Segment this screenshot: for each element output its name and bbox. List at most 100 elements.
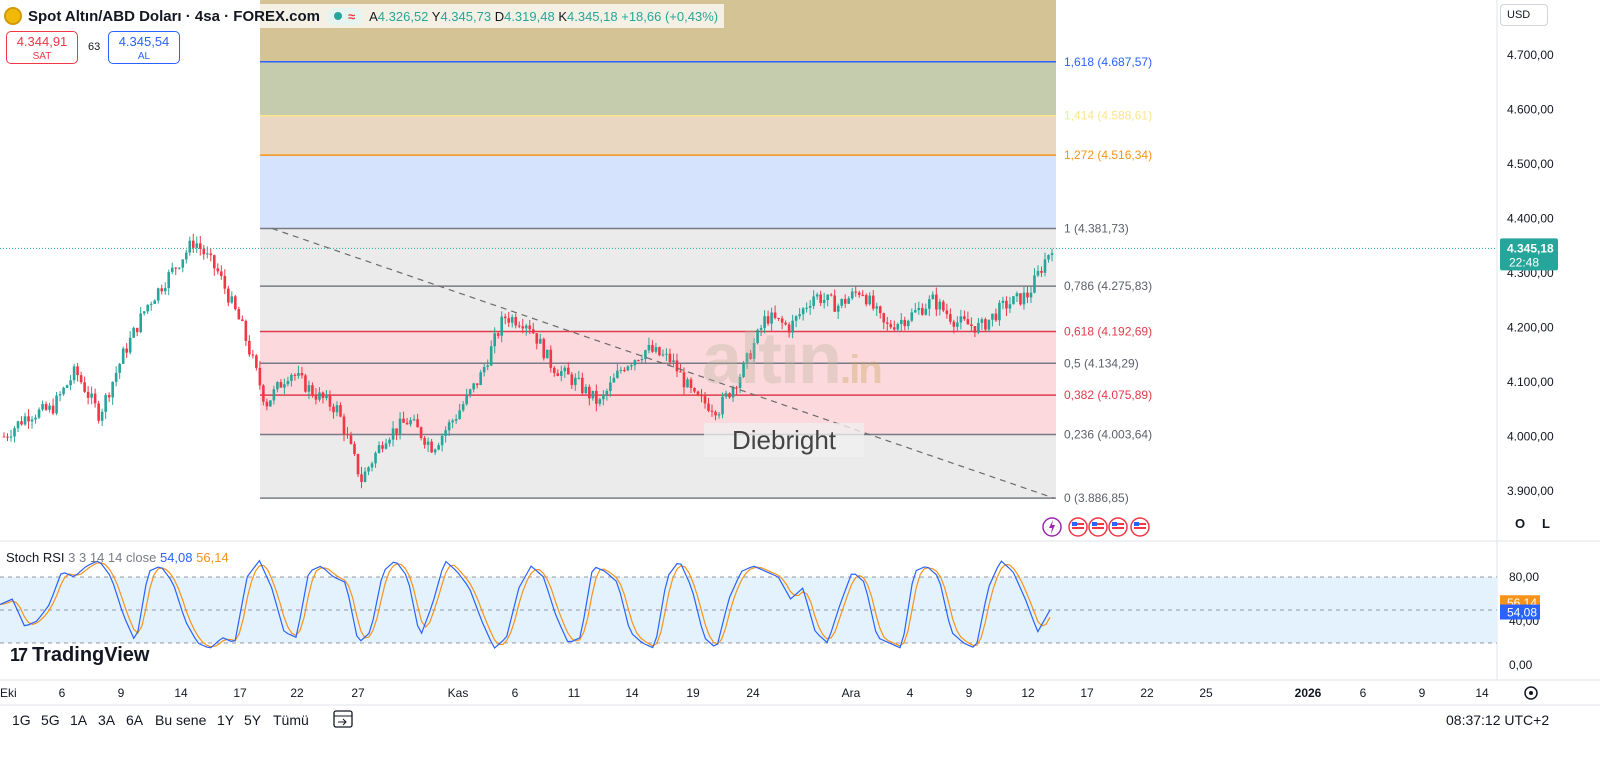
range-button[interactable]: 1Y xyxy=(217,712,235,728)
candle-body xyxy=(752,343,756,359)
symbol-title[interactable]: Spot Altın/ABD Doları · 4sa · FOREX.com xyxy=(28,7,320,25)
candle-body xyxy=(83,382,86,392)
sell-button[interactable]: 4.344,91 SAT xyxy=(6,31,78,64)
time-tick-label: 14 xyxy=(174,686,188,700)
price-tick-label: 4.600,00 xyxy=(1507,103,1554,117)
candle-body xyxy=(763,316,766,329)
candle-body xyxy=(149,303,153,305)
candle-body xyxy=(419,427,423,438)
candle-body xyxy=(682,372,686,388)
candle-body xyxy=(363,471,367,483)
market-status-pill[interactable]: ≈ xyxy=(325,7,364,25)
candle-body xyxy=(251,354,255,356)
stoch-k-badge-label: 54,08 xyxy=(1507,606,1537,620)
candle-body xyxy=(402,418,405,423)
utc-clock[interactable]: 08:37:12 UTC+2 xyxy=(1446,712,1550,728)
candle-body xyxy=(97,403,100,421)
candle-body xyxy=(405,422,409,425)
candle-body xyxy=(290,374,293,381)
candle-body xyxy=(41,403,44,410)
candle-body xyxy=(906,320,910,327)
candle-body xyxy=(612,377,616,383)
candle-body xyxy=(468,389,472,395)
candle-body xyxy=(297,373,300,376)
range-button[interactable]: 5G xyxy=(41,712,60,728)
candle-body xyxy=(391,428,395,440)
flag-canton xyxy=(1112,522,1117,526)
candle-body xyxy=(595,390,598,404)
candle-body xyxy=(528,325,532,330)
candle-body xyxy=(903,319,907,327)
range-button[interactable]: Bu sene xyxy=(155,712,207,728)
buy-button[interactable]: 4.345,54 AL xyxy=(108,31,180,64)
candle-body xyxy=(963,316,966,320)
candle-body xyxy=(1047,255,1050,260)
candle-body xyxy=(524,325,528,329)
date-range-calendar-icon[interactable] xyxy=(333,710,353,728)
time-tick-label: 6 xyxy=(59,686,66,700)
range-button[interactable]: 5Y xyxy=(244,712,262,728)
wave-icon: ≈ xyxy=(347,8,356,24)
range-button[interactable]: 3A xyxy=(98,712,116,728)
candle-body xyxy=(819,294,822,303)
candle-body xyxy=(367,467,370,472)
dashed-trendline xyxy=(271,227,1055,499)
candle-body xyxy=(209,253,213,256)
range-button[interactable]: 1G xyxy=(12,712,31,728)
candle-body xyxy=(325,394,328,398)
flag-stripe xyxy=(1072,523,1084,525)
candle-body xyxy=(928,299,931,309)
candle-body xyxy=(1043,259,1047,273)
candle-body xyxy=(959,316,963,323)
candle-body xyxy=(167,272,171,289)
range-button[interactable]: 1A xyxy=(70,712,88,728)
candle-body xyxy=(552,367,556,374)
candle-body xyxy=(79,375,83,383)
candle-body xyxy=(738,376,742,388)
candle-body xyxy=(829,294,833,296)
candle-body xyxy=(230,296,234,303)
candle-body xyxy=(349,435,353,444)
candle-body xyxy=(917,307,921,311)
candle-body xyxy=(486,365,489,367)
candle-body xyxy=(128,337,132,353)
candle-body xyxy=(896,324,900,330)
candle-body xyxy=(910,312,914,321)
candle-body xyxy=(20,421,23,425)
candle-body xyxy=(356,454,360,475)
currency-select[interactable]: USD xyxy=(1500,4,1548,26)
candle-body xyxy=(724,393,728,397)
scale-l-button[interactable]: L xyxy=(1542,516,1550,531)
candle-body xyxy=(335,405,339,413)
candle-body xyxy=(588,386,591,399)
candle-body xyxy=(991,313,994,320)
stoch-k-line xyxy=(0,559,1051,650)
candle-body xyxy=(857,292,861,295)
candle-body xyxy=(710,410,714,412)
event-icons xyxy=(1042,517,1150,537)
time-axis-settings-icon xyxy=(1524,686,1538,700)
candle-body xyxy=(458,410,461,419)
candle-body xyxy=(731,387,735,398)
range-button[interactable]: Tümü xyxy=(273,712,309,728)
candle-body xyxy=(871,295,875,309)
candle-body xyxy=(696,391,700,396)
scale-o-button[interactable]: O xyxy=(1514,516,1526,531)
candle-body xyxy=(339,405,342,417)
candle-body xyxy=(160,288,164,292)
candle-body xyxy=(1005,300,1008,309)
tradingview-logo[interactable]: 17 TradingView xyxy=(10,644,150,666)
fib-level-label: 1 (4.381,73) xyxy=(1064,221,1129,235)
candle-body xyxy=(118,363,121,373)
candle-body xyxy=(707,403,710,411)
candle-body xyxy=(924,308,928,315)
candle-body xyxy=(135,327,139,333)
time-tick-label: Kas xyxy=(448,686,469,700)
flag-stripe xyxy=(1134,527,1146,529)
candle-body xyxy=(892,327,896,330)
fib-level-label: 0,618 (4.192,69) xyxy=(1064,324,1152,338)
time-tick-label: 4 xyxy=(907,686,914,700)
range-button[interactable]: 6A xyxy=(126,712,144,728)
candle-body xyxy=(100,411,104,421)
candle-body xyxy=(423,437,426,445)
